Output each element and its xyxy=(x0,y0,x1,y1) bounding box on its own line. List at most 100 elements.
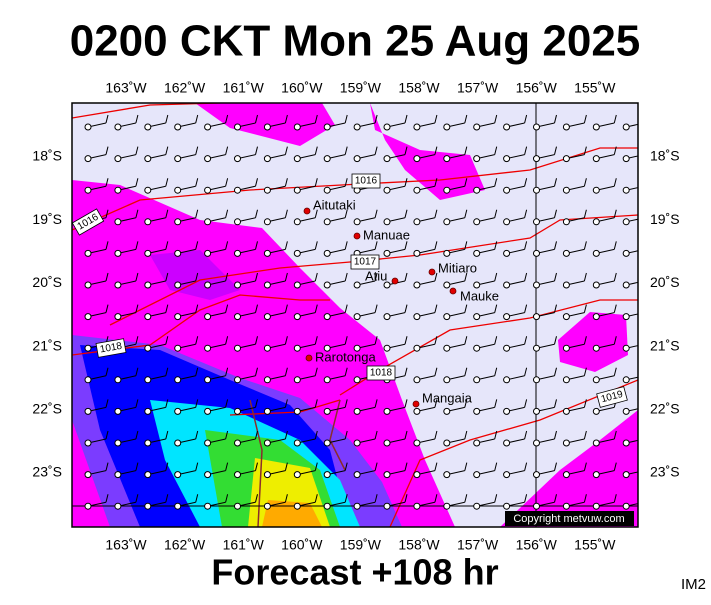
station xyxy=(533,249,540,257)
wind-barb-feather xyxy=(344,209,348,218)
station xyxy=(503,439,511,447)
station xyxy=(503,218,511,226)
wind-barb-feather xyxy=(613,241,617,250)
wind-barb-feather xyxy=(255,272,258,282)
wind-barb-feather xyxy=(404,399,408,408)
map-fields xyxy=(72,103,646,527)
station xyxy=(144,407,152,415)
wind-barb-feather xyxy=(583,304,587,313)
wind-barb-feather xyxy=(374,336,378,345)
longitude-label: 162˚W xyxy=(164,537,206,553)
latitude-label: 23˚S xyxy=(32,464,62,480)
station xyxy=(533,186,540,194)
station xyxy=(144,123,152,131)
station xyxy=(84,313,92,321)
wind-barb-feather xyxy=(225,178,229,187)
station xyxy=(323,155,331,163)
station xyxy=(293,439,301,447)
latitude-label: 20˚S xyxy=(32,274,62,290)
wind-barb-feather xyxy=(494,494,498,503)
station xyxy=(204,249,212,257)
wind-barb-feather xyxy=(314,336,318,345)
wind-barb-feather xyxy=(613,367,617,376)
wind-barb-feather xyxy=(554,209,557,218)
station xyxy=(263,407,271,415)
wind-barb-feather xyxy=(434,304,438,313)
wind-barb-feather xyxy=(494,114,498,124)
wind-barb-feather xyxy=(644,305,646,313)
station xyxy=(592,471,600,479)
wind-barb-feather xyxy=(314,114,318,124)
wind-barb-feather xyxy=(255,114,258,124)
wind-barb-feather xyxy=(583,114,587,124)
station xyxy=(533,502,540,510)
station xyxy=(293,313,301,321)
station xyxy=(592,249,600,257)
station xyxy=(144,376,152,384)
station xyxy=(293,218,301,226)
station xyxy=(174,249,182,257)
station xyxy=(263,471,271,479)
wind-barb-feather xyxy=(404,146,408,155)
wind-barb-feather xyxy=(554,494,557,503)
wind-barb-feather xyxy=(644,494,646,502)
station xyxy=(592,439,600,447)
wind-barb-feather xyxy=(165,241,169,250)
station xyxy=(144,502,152,510)
title: 0200 CKT Mon 25 Aug 2025 xyxy=(70,17,641,66)
isobar-label: 1017 xyxy=(350,254,380,270)
wind-barb-feather xyxy=(135,367,139,376)
station xyxy=(204,281,212,289)
latitude-label: 19˚S xyxy=(32,211,62,227)
station xyxy=(622,281,630,289)
wind-barb-feather xyxy=(314,494,318,503)
station xyxy=(293,281,301,289)
wind-barb-feather xyxy=(135,146,139,155)
wind-barb-feather xyxy=(494,367,498,376)
station xyxy=(353,502,361,510)
wind-barb-feather xyxy=(225,209,229,218)
station xyxy=(353,376,361,384)
wind-barb-feather xyxy=(374,494,378,503)
station xyxy=(503,471,511,479)
station xyxy=(533,376,540,384)
wind-barb-feather xyxy=(464,304,468,313)
wind-barb-feather xyxy=(284,241,288,250)
station xyxy=(533,471,540,479)
wind-barb-feather xyxy=(524,272,528,282)
station xyxy=(533,123,540,131)
station xyxy=(84,281,92,289)
wind-barb-feather xyxy=(583,462,587,471)
station xyxy=(413,471,421,479)
corner-code: IM2 xyxy=(681,576,706,593)
wind-barb-feather xyxy=(374,241,378,250)
station xyxy=(263,376,271,384)
latitude-label: 21˚S xyxy=(650,337,680,353)
wind-barb-feather xyxy=(464,272,468,282)
isobar-label-text: 1016 xyxy=(355,176,378,187)
station xyxy=(383,155,391,163)
wind-barb-feather xyxy=(434,462,438,471)
station xyxy=(204,218,212,226)
wind-barb-feather xyxy=(613,494,617,503)
wind-barb-feather xyxy=(524,146,528,155)
wind-barb-feather xyxy=(613,336,617,345)
wind-barb-feather xyxy=(135,114,139,124)
wind-barb-feather xyxy=(225,272,229,282)
station xyxy=(293,249,301,257)
wind-barb-feather xyxy=(225,336,229,345)
wind-barb-feather xyxy=(105,494,109,503)
place-dot xyxy=(353,232,361,240)
station xyxy=(592,344,600,352)
wind-barb-feather xyxy=(255,241,258,250)
station xyxy=(144,439,152,447)
station xyxy=(383,344,391,352)
station xyxy=(473,344,481,352)
wind-barb-feather xyxy=(404,272,408,282)
wind-barb-feather xyxy=(165,367,169,376)
wind-barb-feather xyxy=(524,462,528,471)
station xyxy=(562,186,570,194)
wind-barb-feather xyxy=(613,430,617,440)
wind-barb-feather xyxy=(644,147,646,155)
station xyxy=(533,281,540,289)
